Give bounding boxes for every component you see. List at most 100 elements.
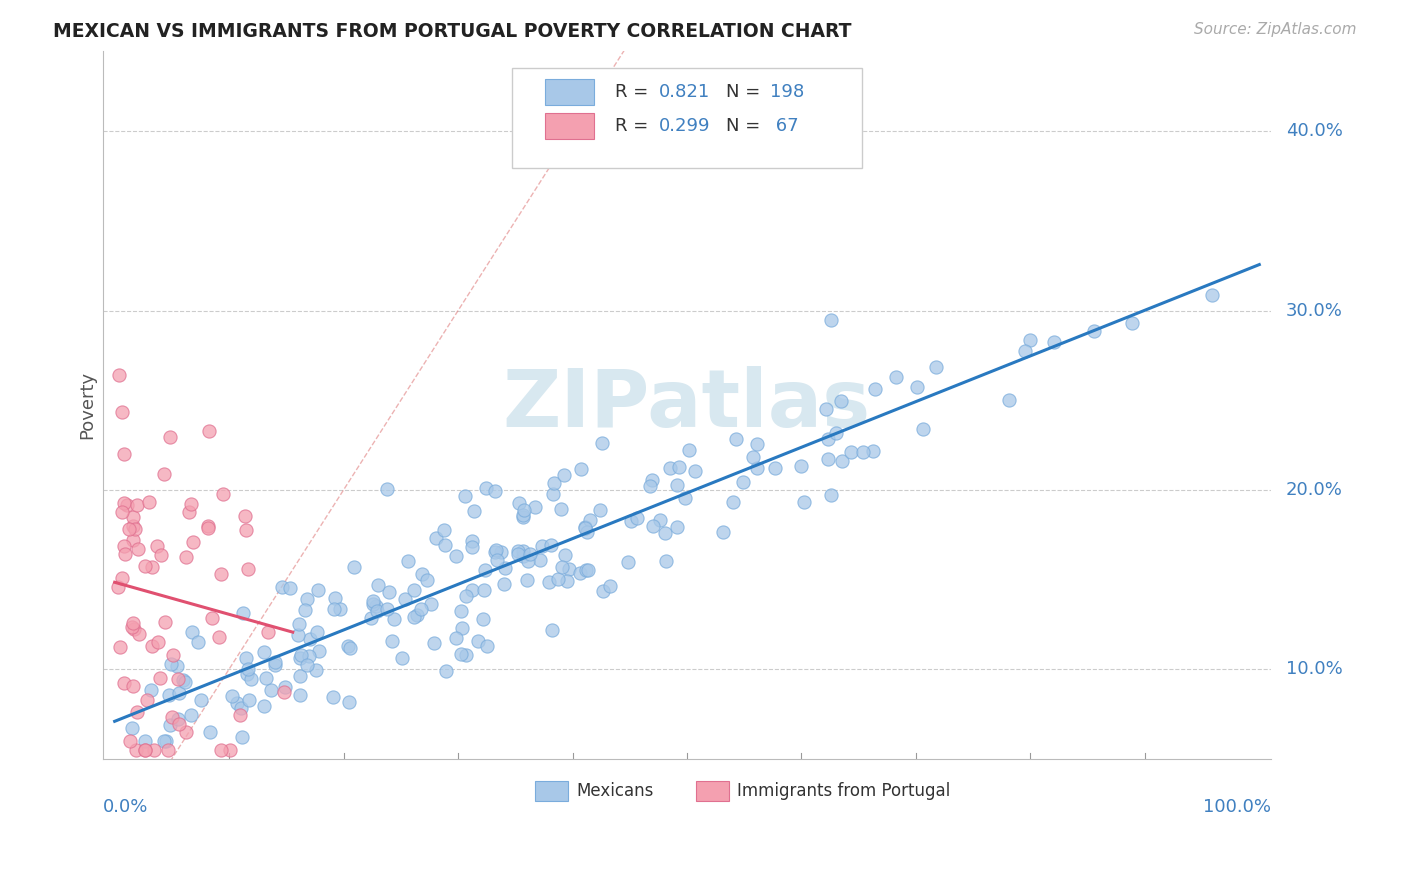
Point: [733, 475, 755, 489]
Point: [121, 679, 143, 693]
Point: [229, 700, 252, 714]
Point: [134, 558, 156, 573]
Point: [149, 671, 172, 685]
Point: [591, 435, 613, 450]
Bar: [544, 113, 593, 139]
Point: [167, 686, 190, 700]
Text: R =: R =: [614, 117, 654, 135]
Point: [111, 505, 134, 519]
Point: [617, 556, 640, 570]
Point: [297, 648, 319, 663]
Point: [136, 693, 159, 707]
Point: [905, 380, 928, 394]
Point: [540, 623, 562, 637]
Point: [485, 553, 508, 567]
Point: [382, 612, 405, 626]
Point: [472, 582, 495, 597]
Point: [456, 590, 478, 604]
Point: [512, 503, 534, 517]
Point: [121, 620, 143, 634]
Point: [450, 647, 472, 661]
Point: [180, 497, 202, 511]
Point: [114, 539, 136, 553]
Point: [402, 583, 425, 598]
Point: [235, 523, 257, 537]
Point: [179, 505, 201, 519]
Point: [450, 603, 472, 617]
Point: [112, 676, 135, 690]
Point: [295, 592, 318, 607]
Point: [579, 513, 602, 527]
Point: [235, 650, 257, 665]
Point: [121, 519, 143, 533]
Point: [304, 663, 326, 677]
Point: [159, 430, 181, 444]
Point: [121, 510, 143, 524]
Point: [264, 655, 287, 669]
Point: [553, 468, 575, 483]
Point: [673, 491, 696, 506]
Point: [665, 477, 688, 491]
Point: [416, 574, 439, 588]
Point: [641, 473, 664, 487]
Text: Immigrants from Portugal: Immigrants from Portugal: [737, 782, 950, 800]
Y-axis label: Poverty: Poverty: [79, 371, 96, 439]
Point: [747, 437, 769, 451]
Point: [198, 725, 221, 739]
Point: [640, 479, 662, 493]
Point: [153, 467, 176, 481]
Point: [820, 313, 842, 327]
Point: [865, 382, 887, 396]
Point: [508, 547, 530, 561]
Point: [236, 562, 259, 576]
Point: [471, 611, 494, 625]
Point: [212, 487, 235, 501]
Point: [998, 393, 1021, 408]
Point: [260, 683, 283, 698]
Point: [323, 591, 346, 605]
Point: [420, 597, 443, 611]
Point: [122, 615, 145, 630]
Bar: [696, 781, 730, 801]
Point: [155, 734, 177, 748]
Point: [201, 611, 224, 625]
Point: [114, 547, 136, 561]
Point: [278, 581, 301, 595]
Point: [111, 404, 134, 418]
Point: [167, 717, 190, 731]
Point: [530, 539, 553, 553]
Point: [329, 602, 352, 616]
Text: 0.299: 0.299: [659, 117, 710, 135]
Point: [180, 708, 202, 723]
Point: [391, 651, 413, 665]
Point: [516, 573, 538, 587]
Point: [232, 607, 254, 621]
Point: [209, 743, 232, 757]
Point: [463, 504, 485, 518]
Point: [1014, 344, 1036, 359]
Text: R =: R =: [614, 83, 654, 101]
Point: [375, 601, 398, 615]
Point: [231, 730, 253, 744]
Point: [274, 680, 297, 694]
Point: [264, 658, 287, 673]
Point: [396, 554, 419, 568]
Point: [512, 510, 534, 524]
Point: [626, 511, 648, 525]
Point: [830, 394, 852, 409]
Point: [288, 651, 311, 665]
Point: [461, 583, 484, 598]
Point: [238, 692, 260, 706]
Point: [444, 631, 467, 645]
Point: [146, 540, 169, 554]
Point: [190, 693, 212, 707]
Point: [253, 699, 276, 714]
Point: [485, 542, 508, 557]
Point: [620, 514, 643, 528]
Point: [127, 541, 149, 556]
Text: MEXICAN VS IMMIGRANTS FROM PORTUGAL POVERTY CORRELATION CHART: MEXICAN VS IMMIGRANTS FROM PORTUGAL POVE…: [53, 22, 852, 41]
Point: [558, 562, 581, 576]
Point: [925, 360, 948, 375]
Text: 30.0%: 30.0%: [1286, 301, 1343, 319]
Point: [174, 725, 197, 739]
